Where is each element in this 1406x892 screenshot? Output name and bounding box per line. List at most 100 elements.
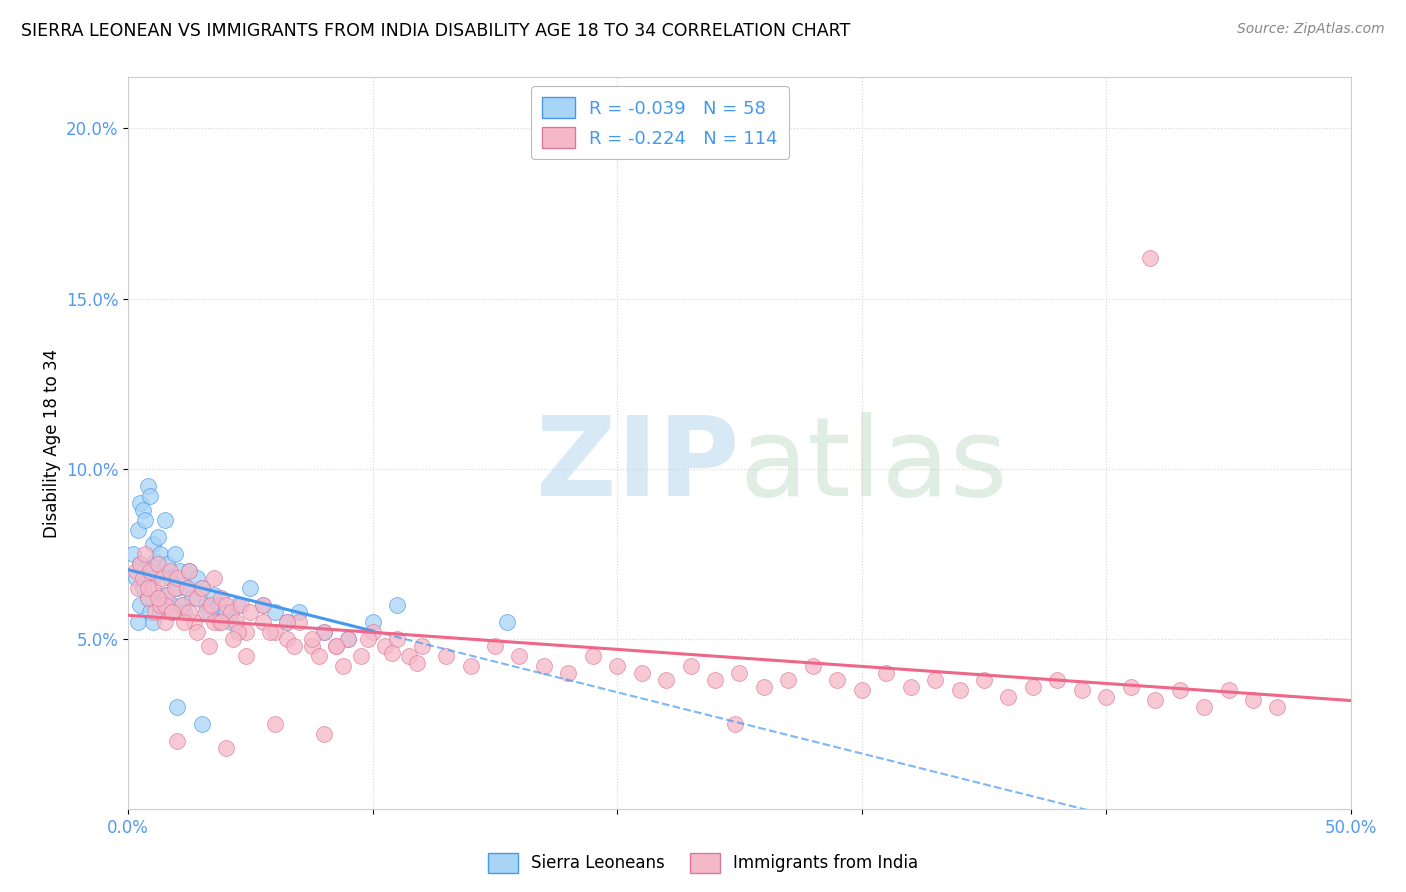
Point xyxy=(606,659,628,673)
Point xyxy=(973,673,995,687)
Point xyxy=(1168,683,1191,698)
Point xyxy=(170,598,193,612)
Point xyxy=(332,659,354,673)
Point xyxy=(166,700,188,714)
Point xyxy=(1218,683,1240,698)
Point xyxy=(127,615,149,629)
Point xyxy=(142,537,165,551)
Point xyxy=(202,615,225,629)
Point xyxy=(179,605,201,619)
Point xyxy=(723,717,745,731)
Point xyxy=(235,648,257,663)
Point xyxy=(190,581,212,595)
Point xyxy=(219,615,242,629)
Point xyxy=(557,665,579,680)
Point xyxy=(1139,251,1161,265)
Point xyxy=(122,547,145,561)
Point xyxy=(136,581,159,595)
Point xyxy=(215,605,238,619)
Y-axis label: Disability Age 18 to 34: Disability Age 18 to 34 xyxy=(44,349,60,538)
Point xyxy=(129,557,152,571)
Point xyxy=(149,605,172,619)
Point xyxy=(1070,683,1092,698)
Point xyxy=(851,683,873,698)
Point xyxy=(948,683,970,698)
Point xyxy=(163,581,186,595)
Point xyxy=(778,673,800,687)
Point xyxy=(129,496,152,510)
Legend: Sierra Leoneans, Immigrants from India: Sierra Leoneans, Immigrants from India xyxy=(481,847,925,880)
Point xyxy=(146,557,169,571)
Point xyxy=(162,598,184,612)
Point xyxy=(215,598,238,612)
Point xyxy=(139,564,162,578)
Point xyxy=(156,557,179,571)
Point xyxy=(1119,680,1142,694)
Point xyxy=(136,591,159,606)
Point xyxy=(252,598,274,612)
Point xyxy=(176,581,198,595)
Point xyxy=(630,665,652,680)
Point xyxy=(235,625,257,640)
Point xyxy=(179,564,201,578)
Point xyxy=(312,625,335,640)
Point xyxy=(357,632,380,646)
Point xyxy=(146,591,169,606)
Point xyxy=(728,665,751,680)
Point xyxy=(209,615,232,629)
Point xyxy=(264,717,287,731)
Point xyxy=(132,581,155,595)
Point xyxy=(127,581,149,595)
Point xyxy=(301,639,323,653)
Point xyxy=(127,523,149,537)
Point xyxy=(361,625,384,640)
Point xyxy=(405,656,427,670)
Point xyxy=(202,571,225,585)
Point xyxy=(226,625,249,640)
Point xyxy=(1095,690,1118,704)
Point xyxy=(186,591,208,606)
Point xyxy=(186,625,208,640)
Point xyxy=(190,581,212,595)
Point xyxy=(1267,700,1289,714)
Point xyxy=(146,588,169,602)
Point xyxy=(533,659,555,673)
Point xyxy=(215,740,238,755)
Point xyxy=(496,615,519,629)
Point xyxy=(153,588,176,602)
Point xyxy=(288,615,311,629)
Point xyxy=(1046,673,1069,687)
Point xyxy=(134,560,156,574)
Point xyxy=(149,547,172,561)
Point xyxy=(129,598,152,612)
Point xyxy=(209,591,232,606)
Point xyxy=(582,648,605,663)
Point xyxy=(152,571,174,585)
Point xyxy=(222,632,245,646)
Point xyxy=(325,639,347,653)
Point xyxy=(219,605,242,619)
Point xyxy=(152,564,174,578)
Point xyxy=(308,648,330,663)
Point xyxy=(252,598,274,612)
Point xyxy=(166,581,188,595)
Point xyxy=(208,598,231,612)
Point xyxy=(997,690,1019,704)
Point xyxy=(312,625,335,640)
Point xyxy=(162,605,184,619)
Point xyxy=(385,632,408,646)
Point xyxy=(134,547,156,561)
Point xyxy=(288,605,311,619)
Point xyxy=(411,639,433,653)
Point xyxy=(239,605,262,619)
Point xyxy=(132,571,155,585)
Point xyxy=(163,547,186,561)
Point xyxy=(202,588,225,602)
Point xyxy=(283,639,305,653)
Point xyxy=(1241,693,1264,707)
Point xyxy=(173,615,195,629)
Point xyxy=(208,615,231,629)
Point xyxy=(276,615,298,629)
Point xyxy=(259,625,281,640)
Point xyxy=(276,615,298,629)
